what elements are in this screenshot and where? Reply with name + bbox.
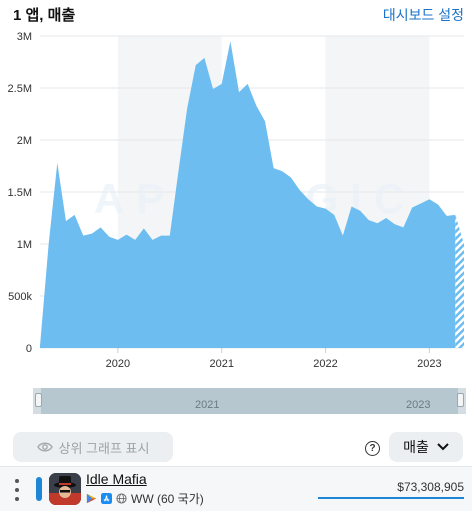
navigator-window[interactable] — [41, 388, 458, 414]
app-icon[interactable] — [49, 473, 81, 505]
y-tick-label: 0 — [26, 343, 32, 355]
globe-icon — [116, 493, 127, 504]
app-name-link[interactable]: Idle Mafia — [86, 471, 147, 487]
chart-title: 1 앱, 매출 — [13, 7, 76, 24]
navigator-label: 2023 — [406, 399, 431, 411]
x-tick-label: 2023 — [417, 358, 441, 370]
navigator-right-handle[interactable] — [457, 393, 464, 407]
y-tick-label: 3M — [17, 31, 32, 43]
drag-handle-icon[interactable] — [15, 479, 19, 501]
dashboard-settings-link[interactable]: 대시보드 설정 — [382, 7, 464, 23]
x-tick-label: 2021 — [209, 358, 233, 370]
app-row[interactable]: Idle Mafia WW (60 국가) $73,308,905 — [0, 466, 472, 511]
show-top-chart-button[interactable]: 상위 그래프 표시 — [13, 432, 173, 462]
range-navigator[interactable]: 2021 2023 — [33, 388, 466, 414]
y-tick-label: 1.5M — [8, 187, 32, 199]
app-meta: WW (60 국가) — [86, 490, 204, 507]
metric-select[interactable]: 매출 — [389, 432, 463, 462]
app-store-icon — [101, 493, 112, 504]
app-revenue: $73,308,905 — [397, 480, 464, 494]
revenue-share-bar — [318, 497, 464, 499]
series-color-indicator[interactable] — [36, 477, 42, 501]
chevron-down-icon — [437, 443, 449, 451]
chart-header: 1 앱, 매출 대시보드 설정 — [0, 0, 472, 30]
y-tick-label: 2.5M — [8, 83, 32, 95]
eye-icon — [36, 442, 53, 452]
series-estimated-area — [455, 214, 464, 348]
navigator-left-handle[interactable] — [35, 393, 42, 407]
app-region: WW (60 국가) — [131, 492, 204, 506]
navigator-label: 2021 — [195, 399, 220, 411]
google-play-icon — [86, 493, 97, 504]
y-tick-label: 1M — [17, 239, 32, 251]
show-top-chart-label: 상위 그래프 표시 — [58, 440, 150, 456]
x-tick-label: 2020 — [106, 358, 130, 370]
y-tick-label: 500k — [8, 291, 32, 303]
y-tick-label: 2M — [17, 135, 32, 147]
metric-select-value: 매출 — [403, 439, 429, 455]
x-tick-label: 2022 — [313, 358, 337, 370]
series-area — [40, 41, 456, 348]
help-icon[interactable]: ? — [365, 441, 380, 456]
